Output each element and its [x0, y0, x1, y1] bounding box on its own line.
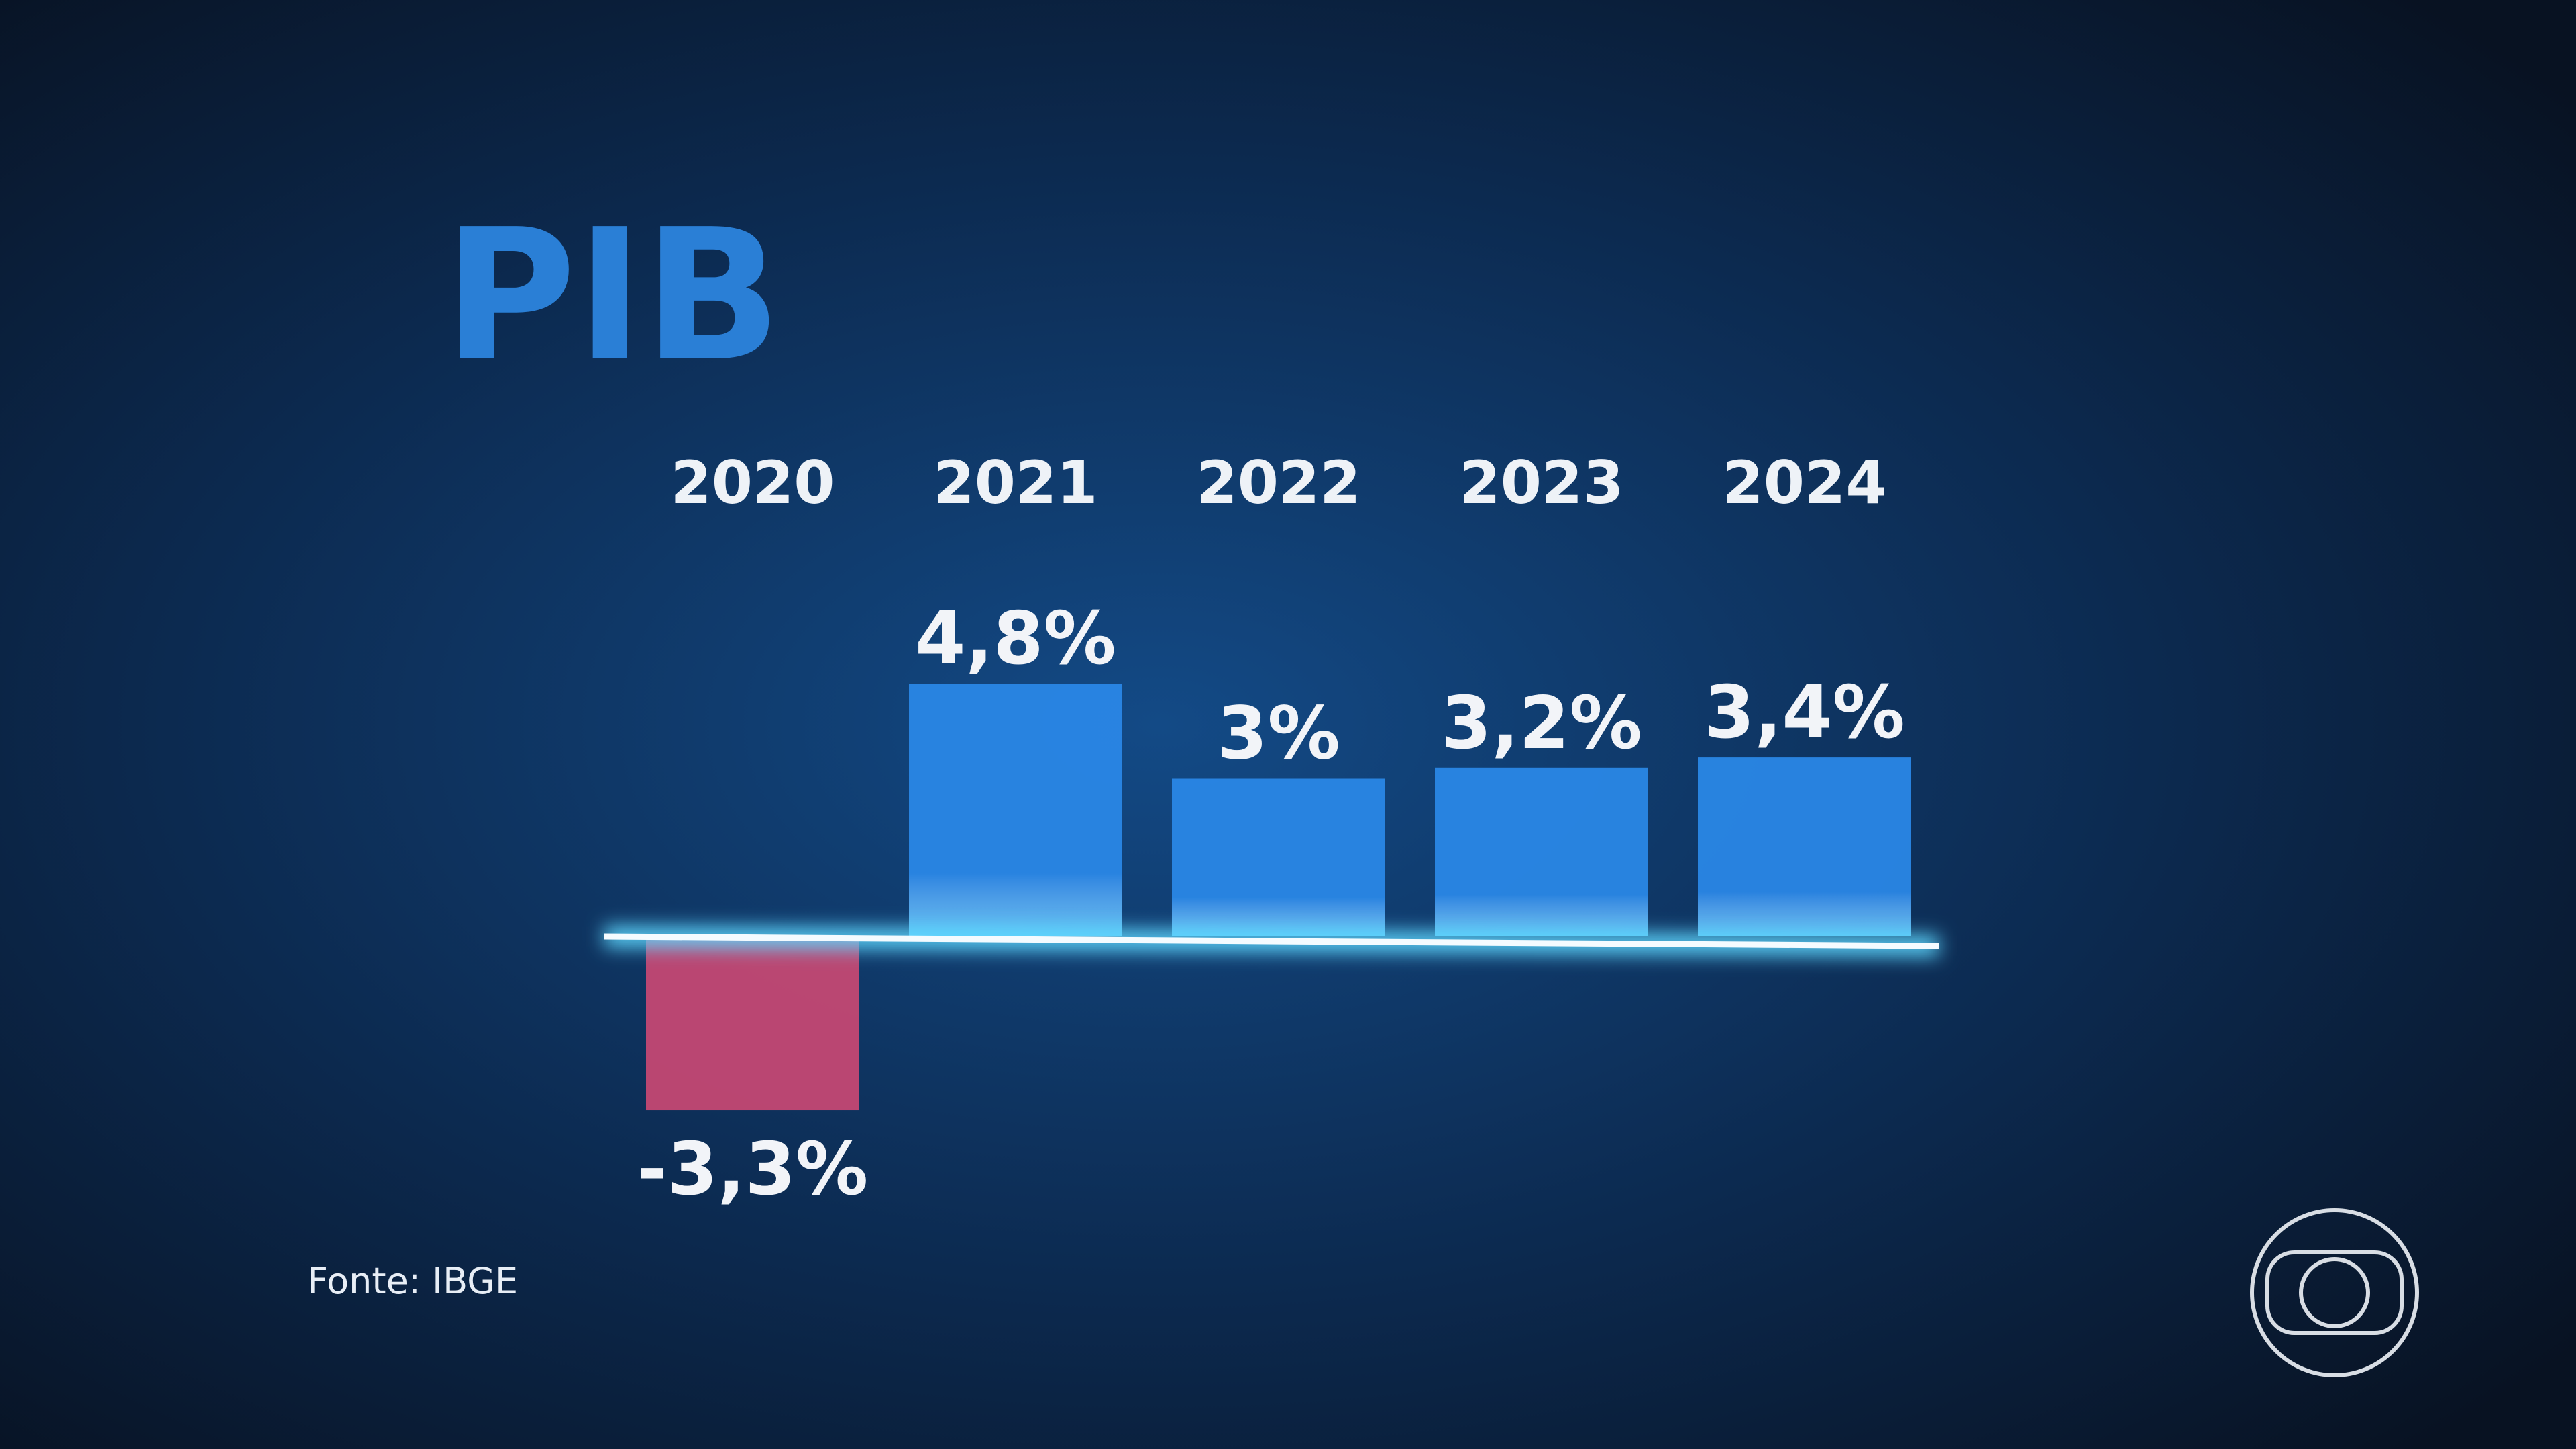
value-label: 4,8% — [915, 597, 1116, 681]
bar-shine — [909, 684, 1122, 936]
bar-shine — [1435, 767, 1648, 936]
value-label: -3,3% — [637, 1128, 868, 1212]
baseline — [604, 933, 1939, 949]
x-tick-label: 2024 — [1723, 448, 1887, 517]
bar — [646, 936, 859, 1111]
value-label: 3,2% — [1441, 682, 1642, 765]
chart-title: PIB — [443, 190, 782, 401]
bar-shine — [1698, 757, 1911, 936]
x-tick-label: 2020 — [671, 448, 835, 517]
source: Fonte: IBGE — [307, 1260, 518, 1302]
x-tick-label: 2021 — [934, 448, 1098, 517]
value-label: 3% — [1217, 692, 1340, 776]
x-tick-label: 2023 — [1460, 448, 1624, 517]
value-label: 3,4% — [1704, 671, 1905, 755]
x-tick-label: 2022 — [1197, 448, 1361, 517]
globo-logo — [2250, 1208, 2419, 1377]
bar-shine — [1172, 778, 1385, 936]
